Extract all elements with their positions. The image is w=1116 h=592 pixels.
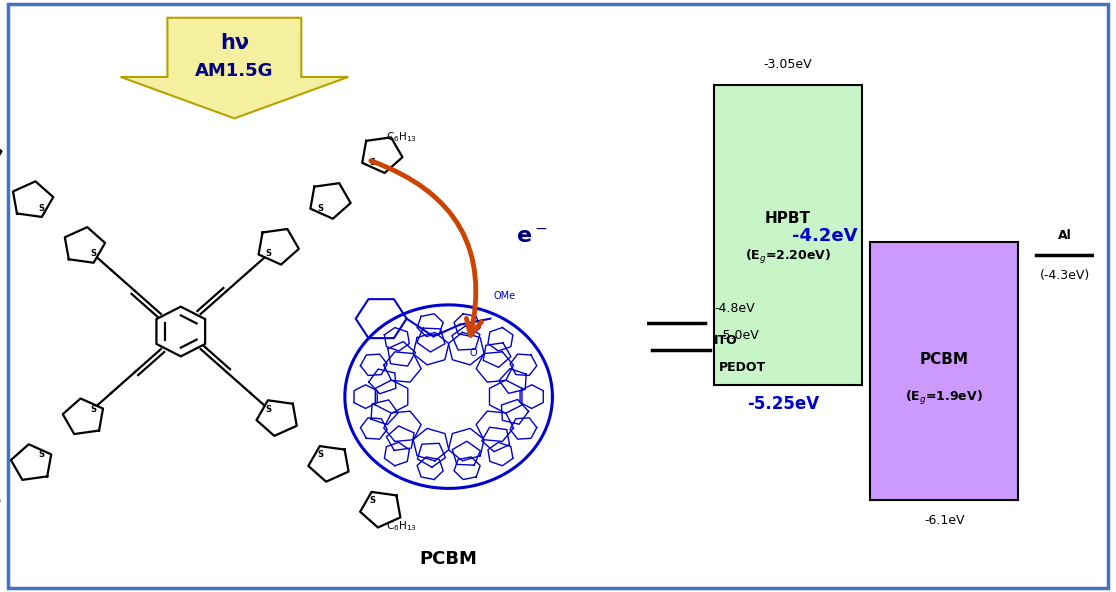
Text: S: S [38, 204, 45, 213]
Text: PEDOT: PEDOT [719, 361, 766, 374]
Polygon shape [121, 18, 348, 118]
Text: S: S [266, 404, 271, 414]
Text: PCBM: PCBM [920, 352, 969, 368]
Text: OMe: OMe [493, 291, 516, 301]
Text: Al: Al [1058, 229, 1071, 242]
Text: S: S [90, 404, 96, 414]
Text: -5.25eV: -5.25eV [748, 395, 819, 413]
Text: (-4.3eV): (-4.3eV) [1039, 269, 1090, 282]
Text: C$_6$H$_{13}$: C$_6$H$_{13}$ [385, 130, 416, 144]
Text: O: O [470, 348, 478, 358]
Text: ITO: ITO [714, 334, 738, 347]
Text: HPBT: HPBT [764, 211, 811, 226]
Text: S: S [317, 451, 324, 459]
Text: -5.0eV: -5.0eV [719, 329, 760, 342]
Text: S: S [369, 496, 375, 505]
Text: S: S [38, 451, 45, 459]
Text: -6.1eV: -6.1eV [924, 514, 964, 527]
Text: AM1.5G: AM1.5G [195, 62, 273, 80]
Text: -3.05eV: -3.05eV [763, 59, 812, 71]
Text: S: S [266, 249, 271, 259]
Text: (E$_g$=1.9eV): (E$_g$=1.9eV) [905, 389, 983, 407]
Text: S: S [369, 158, 375, 167]
Text: -4.2eV: -4.2eV [791, 227, 857, 245]
Text: -4.8eV: -4.8eV [714, 302, 754, 315]
Text: (E$_g$=2.20eV): (E$_g$=2.20eV) [744, 247, 831, 266]
Text: PCBM: PCBM [420, 551, 478, 568]
Text: S: S [90, 249, 96, 259]
Text: C$_6$H$_{13}$: C$_6$H$_{13}$ [385, 519, 416, 533]
Text: e$^-$: e$^-$ [516, 227, 547, 247]
Text: S: S [317, 204, 324, 213]
Text: hν: hν [220, 33, 249, 53]
